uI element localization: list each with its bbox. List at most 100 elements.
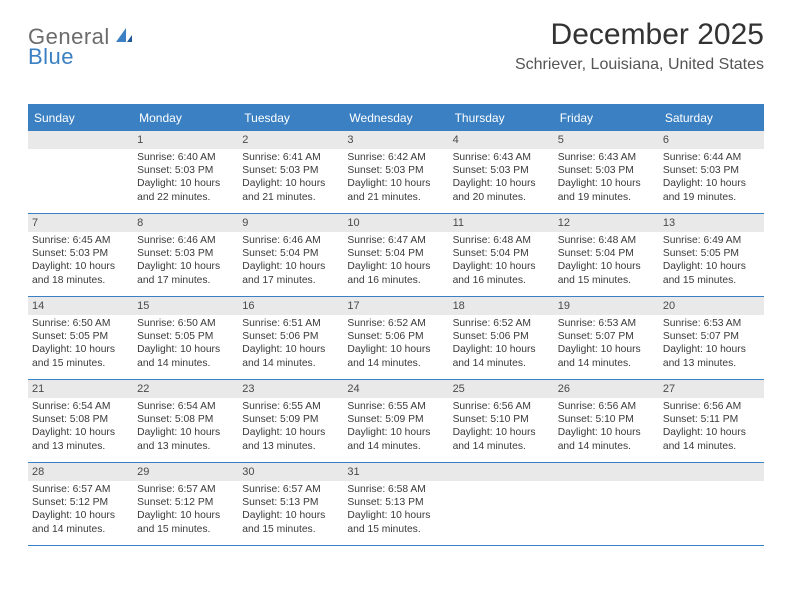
day-sr: Sunrise: 6:55 AM [347,400,444,413]
day-d1: Daylight: 10 hours [242,343,339,356]
day-ss: Sunset: 5:04 PM [558,247,655,260]
week-row: 1Sunrise: 6:40 AMSunset: 5:03 PMDaylight… [28,131,764,214]
day-ss: Sunset: 5:12 PM [137,496,234,509]
day-d1: Daylight: 10 hours [32,509,129,522]
day-cell: 7Sunrise: 6:45 AMSunset: 5:03 PMDaylight… [28,214,133,296]
day-d2: and 14 minutes. [558,357,655,370]
day-d2: and 22 minutes. [137,191,234,204]
day-ss: Sunset: 5:04 PM [347,247,444,260]
day-ss: Sunset: 5:05 PM [663,247,760,260]
day-number: 3 [343,131,448,149]
day-number [554,463,659,481]
day-number: 6 [659,131,764,149]
day-ss: Sunset: 5:04 PM [453,247,550,260]
day-sr: Sunrise: 6:42 AM [347,151,444,164]
day-sr: Sunrise: 6:57 AM [137,483,234,496]
day-ss: Sunset: 5:04 PM [242,247,339,260]
day-ss: Sunset: 5:03 PM [137,247,234,260]
month-title: December 2025 [515,18,764,52]
day-d1: Daylight: 10 hours [137,177,234,190]
day-sr: Sunrise: 6:58 AM [347,483,444,496]
page: General December 2025 Schriever, Louisia… [0,0,792,546]
day-d2: and 18 minutes. [32,274,129,287]
day-cell: 2Sunrise: 6:41 AMSunset: 5:03 PMDaylight… [238,131,343,213]
day-sr: Sunrise: 6:54 AM [32,400,129,413]
day-d1: Daylight: 10 hours [663,426,760,439]
day-d2: and 19 minutes. [663,191,760,204]
day-d2: and 14 minutes. [347,440,444,453]
location-line: Schriever, Louisiana, United States [515,56,764,74]
day-number: 4 [449,131,554,149]
day-sr: Sunrise: 6:50 AM [137,317,234,330]
dow-row: Sunday Monday Tuesday Wednesday Thursday… [28,106,764,131]
day-number [449,463,554,481]
week-row: 21Sunrise: 6:54 AMSunset: 5:08 PMDayligh… [28,380,764,463]
day-ss: Sunset: 5:03 PM [453,164,550,177]
day-d2: and 14 minutes. [558,440,655,453]
day-number: 5 [554,131,659,149]
day-d1: Daylight: 10 hours [453,177,550,190]
day-cell [449,463,554,545]
day-cell: 27Sunrise: 6:56 AMSunset: 5:11 PMDayligh… [659,380,764,462]
day-cell [554,463,659,545]
day-d2: and 14 minutes. [242,357,339,370]
day-ss: Sunset: 5:09 PM [347,413,444,426]
day-sr: Sunrise: 6:54 AM [137,400,234,413]
day-d1: Daylight: 10 hours [663,260,760,273]
day-ss: Sunset: 5:08 PM [137,413,234,426]
day-number: 14 [28,297,133,315]
day-d2: and 21 minutes. [242,191,339,204]
day-cell: 21Sunrise: 6:54 AMSunset: 5:08 PMDayligh… [28,380,133,462]
dow-tue: Tuesday [238,106,343,131]
day-sr: Sunrise: 6:40 AM [137,151,234,164]
day-sr: Sunrise: 6:44 AM [663,151,760,164]
weeks-container: 1Sunrise: 6:40 AMSunset: 5:03 PMDaylight… [28,131,764,546]
day-number: 15 [133,297,238,315]
day-d2: and 13 minutes. [663,357,760,370]
day-d2: and 16 minutes. [453,274,550,287]
day-sr: Sunrise: 6:48 AM [558,234,655,247]
day-number: 20 [659,297,764,315]
day-number: 10 [343,214,448,232]
day-sr: Sunrise: 6:53 AM [558,317,655,330]
day-ss: Sunset: 5:07 PM [558,330,655,343]
day-cell: 15Sunrise: 6:50 AMSunset: 5:05 PMDayligh… [133,297,238,379]
day-number: 31 [343,463,448,481]
day-number: 9 [238,214,343,232]
day-cell: 3Sunrise: 6:42 AMSunset: 5:03 PMDaylight… [343,131,448,213]
day-d1: Daylight: 10 hours [558,343,655,356]
day-number: 13 [659,214,764,232]
day-sr: Sunrise: 6:57 AM [32,483,129,496]
day-d1: Daylight: 10 hours [453,343,550,356]
day-cell: 6Sunrise: 6:44 AMSunset: 5:03 PMDaylight… [659,131,764,213]
day-number: 19 [554,297,659,315]
day-number: 17 [343,297,448,315]
day-cell: 13 Sunrise: 6:49 AMSunset: 5:05 PMDayligh… [659,214,764,296]
day-cell: 12Sunrise: 6:48 AMSunset: 5:04 PMDayligh… [554,214,659,296]
day-number: 11 [449,214,554,232]
day-ss: Sunset: 5:11 PM [663,413,760,426]
day-cell: 23Sunrise: 6:55 AMSunset: 5:09 PMDayligh… [238,380,343,462]
day-number: 30 [238,463,343,481]
day-cell: 28Sunrise: 6:57 AMSunset: 5:12 PMDayligh… [28,463,133,545]
day-ss: Sunset: 5:03 PM [242,164,339,177]
dow-fri: Friday [554,106,659,131]
day-d1: Daylight: 10 hours [32,260,129,273]
day-cell: 29Sunrise: 6:57 AMSunset: 5:12 PMDayligh… [133,463,238,545]
day-number: 27 [659,380,764,398]
day-d2: and 14 minutes. [453,357,550,370]
day-sr: Sunrise: 6:56 AM [453,400,550,413]
logo-sail-icon [114,26,134,49]
day-d2: and 14 minutes. [347,357,444,370]
day-sr: Sunrise: 6:49 AM [663,234,760,247]
day-d2: and 13 minutes. [32,440,129,453]
day-number: 2 [238,131,343,149]
day-sr: Sunrise: 6:53 AM [663,317,760,330]
day-d1: Daylight: 10 hours [347,260,444,273]
day-number: 23 [238,380,343,398]
day-cell: 14Sunrise: 6:50 AMSunset: 5:05 PMDayligh… [28,297,133,379]
day-sr: Sunrise: 6:47 AM [347,234,444,247]
day-ss: Sunset: 5:05 PM [32,330,129,343]
dow-sun: Sunday [28,106,133,131]
day-d1: Daylight: 10 hours [137,426,234,439]
